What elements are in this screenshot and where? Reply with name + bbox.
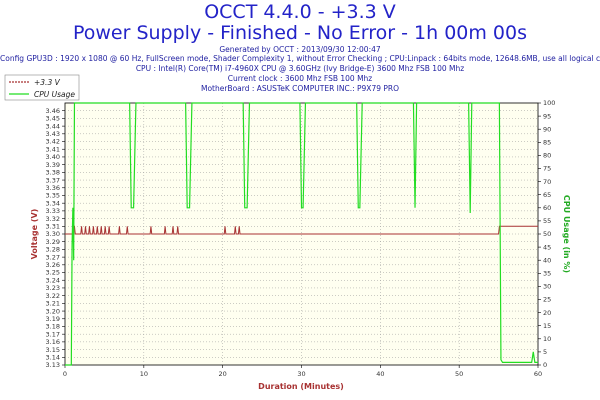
- motherboard-line: MotherBoard : ASUSTeK COMPUTER INC.: P9X…: [200, 84, 400, 93]
- y-tick-label: 3.28: [46, 246, 60, 254]
- y2-tick-label: 35: [543, 270, 551, 278]
- tick-labels: 0 10 20 30 40 50 603.133.143.153.163.173.183.1…: [46, 99, 556, 378]
- y2-tick-label: 45: [543, 243, 551, 251]
- clock-line: Current clock : 3600 Mhz FSB 100 Mhz: [227, 74, 373, 83]
- y-tick-label: 3.25: [46, 269, 60, 277]
- y-tick-label: 3.18: [46, 323, 60, 331]
- y-tick-label: 3.37: [46, 176, 60, 184]
- chart-subtitle: Power Supply - Finished - No Error - 1h …: [72, 22, 528, 44]
- y2-tick-label: 40: [543, 256, 551, 264]
- y2-tick-label: 55: [543, 217, 551, 225]
- y2-tick-label: 25: [543, 296, 551, 304]
- y-tick-label: 3.20: [46, 307, 60, 315]
- y2-tick-label: 80: [543, 152, 551, 160]
- cpu-line: CPU : Intel(R) Core(TM) i7-4960X CPU @ 3…: [135, 64, 465, 73]
- y-tick-label: 3.19: [46, 315, 60, 323]
- y-tick-label: 3.17: [46, 330, 60, 338]
- x-tick-label: 50: [455, 370, 463, 378]
- x-axis-label: Duration (Minutes): [258, 382, 344, 391]
- y2-tick-label: 60: [543, 204, 551, 212]
- legend: +3.3 V CPU Usage: [4, 74, 80, 101]
- config-line: Config GPU3D : 1920 x 1080 @ 60 Hz, Full…: [0, 54, 600, 63]
- y-tick-label: 3.32: [46, 215, 60, 223]
- x-tick-label: 20: [219, 370, 227, 378]
- y2-tick-label: 95: [543, 112, 551, 120]
- y-tick-label: 3.26: [46, 261, 60, 269]
- y-tick-label: 3.29: [46, 238, 60, 246]
- generated-line: Generated by OCCT : 2013/09/30 12:00:47: [219, 45, 381, 54]
- y-tick-label: 3.40: [46, 153, 60, 161]
- y-tick-label: 3.14: [46, 353, 60, 361]
- grid-lines: [65, 103, 538, 365]
- legend-box: [4, 74, 80, 101]
- y-tick-label: 3.23: [46, 284, 60, 292]
- y-tick-label: 3.43: [46, 130, 60, 138]
- y-tick-label: 3.44: [46, 122, 60, 130]
- x-tick-label: 10: [140, 370, 148, 378]
- y-tick-label: 3.45: [46, 115, 60, 123]
- y2-tick-label: 10: [543, 335, 551, 343]
- y-tick-label: 3.41: [46, 145, 60, 153]
- cpu-usage-line: [65, 102, 538, 366]
- y-tick-label: 3.24: [46, 276, 60, 284]
- y2-tick-label: 75: [543, 165, 551, 173]
- y-tick-label: 3.42: [46, 138, 60, 146]
- y2-tick-label: 15: [543, 322, 551, 330]
- y2-tick-label: 0: [543, 361, 547, 369]
- y2-tick-label: 65: [543, 191, 551, 199]
- legend-label-voltage: +3.3 V: [34, 78, 61, 87]
- x-tick-label: 40: [376, 370, 384, 378]
- x-tick-label: 0: [63, 370, 67, 378]
- y-tick-label: 3.13: [46, 361, 60, 369]
- y2-tick-label: 50: [543, 230, 551, 238]
- y2-tick-label: 85: [543, 139, 551, 147]
- x-tick-label: 60: [534, 370, 542, 378]
- y-tick-label: 3.15: [46, 346, 60, 354]
- y2-tick-label: 70: [543, 178, 551, 186]
- y-tick-label: 3.27: [46, 253, 60, 261]
- legend-label-cpu: CPU Usage: [34, 90, 75, 99]
- y-tick-label: 3.33: [46, 207, 60, 215]
- y-tick-label: 3.46: [46, 107, 60, 115]
- y-tick-label: 3.16: [46, 338, 60, 346]
- y2-axis-label: CPU Usage (in %): [562, 195, 571, 273]
- y-tick-label: 3.35: [46, 192, 60, 200]
- y2-tick-label: 100: [543, 99, 555, 107]
- data-series: [65, 102, 538, 366]
- y2-tick-label: 5: [543, 348, 547, 356]
- chart-title: OCCT 4.4.0 - +3.3 V: [204, 1, 396, 23]
- voltage-line: [65, 225, 538, 235]
- y2-tick-label: 20: [543, 309, 551, 317]
- y-tick-label: 3.31: [46, 222, 60, 230]
- y-tick-label: 3.34: [46, 199, 60, 207]
- y-tick-label: 3.21: [46, 300, 60, 308]
- x-tick-label: 30: [297, 370, 305, 378]
- y2-tick-label: 90: [543, 125, 551, 133]
- y-tick-label: 3.38: [46, 169, 60, 177]
- y-tick-label: 3.30: [46, 230, 60, 238]
- y-axis-label: Voltage (V): [30, 209, 39, 260]
- y-tick-label: 3.22: [46, 292, 60, 300]
- y-tick-label: 3.39: [46, 161, 60, 169]
- y2-tick-label: 30: [543, 283, 551, 291]
- y-tick-label: 3.36: [46, 184, 60, 192]
